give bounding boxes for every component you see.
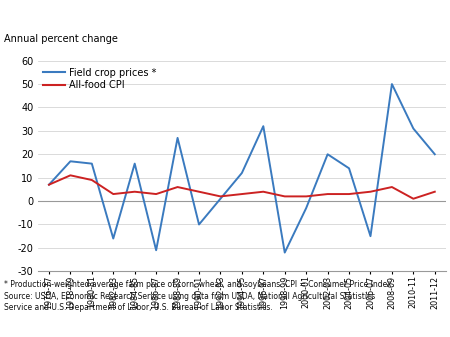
All-food CPI	[68, 173, 73, 177]
Field crop prices *	[89, 162, 94, 166]
Text: * Production-weighted average farm price of corn, wheat, and soybeans. CPI = Con: * Production-weighted average farm price…	[4, 280, 395, 312]
Line: All-food CPI: All-food CPI	[49, 175, 435, 199]
All-food CPI	[132, 190, 137, 194]
Field crop prices *	[389, 82, 395, 86]
Line: Field crop prices *: Field crop prices *	[49, 84, 435, 252]
All-food CPI	[196, 190, 202, 194]
Field crop prices *	[46, 183, 52, 187]
Field crop prices *	[325, 152, 330, 156]
Field crop prices *	[261, 124, 266, 128]
All-food CPI	[239, 192, 245, 196]
Legend: Field crop prices *, All-food CPI: Field crop prices *, All-food CPI	[43, 68, 157, 90]
Field crop prices *	[282, 250, 288, 254]
Field crop prices *	[346, 166, 352, 170]
All-food CPI	[153, 192, 159, 196]
All-food CPI	[111, 192, 116, 196]
Field crop prices *	[153, 248, 159, 252]
All-food CPI	[282, 194, 288, 198]
Field crop prices *	[432, 152, 437, 156]
Text: Change in all-food CPI and field crop prices, 1976 -2012: Change in all-food CPI and field crop pr…	[5, 16, 391, 29]
Field crop prices *	[368, 234, 373, 238]
All-food CPI	[218, 194, 223, 198]
Field crop prices *	[111, 237, 116, 241]
All-food CPI	[89, 178, 94, 182]
Field crop prices *	[68, 159, 73, 163]
All-food CPI	[411, 197, 416, 201]
All-food CPI	[46, 183, 52, 187]
Field crop prices *	[196, 222, 202, 226]
All-food CPI	[432, 190, 437, 194]
All-food CPI	[389, 185, 395, 189]
Field crop prices *	[303, 206, 309, 210]
All-food CPI	[303, 194, 309, 198]
Field crop prices *	[411, 126, 416, 130]
Field crop prices *	[218, 197, 223, 201]
Field crop prices *	[175, 136, 180, 140]
All-food CPI	[346, 192, 352, 196]
Field crop prices *	[132, 162, 137, 166]
All-food CPI	[175, 185, 180, 189]
Text: Annual percent change: Annual percent change	[4, 34, 117, 44]
Field crop prices *	[239, 171, 245, 175]
All-food CPI	[261, 190, 266, 194]
All-food CPI	[325, 192, 330, 196]
All-food CPI	[368, 190, 373, 194]
